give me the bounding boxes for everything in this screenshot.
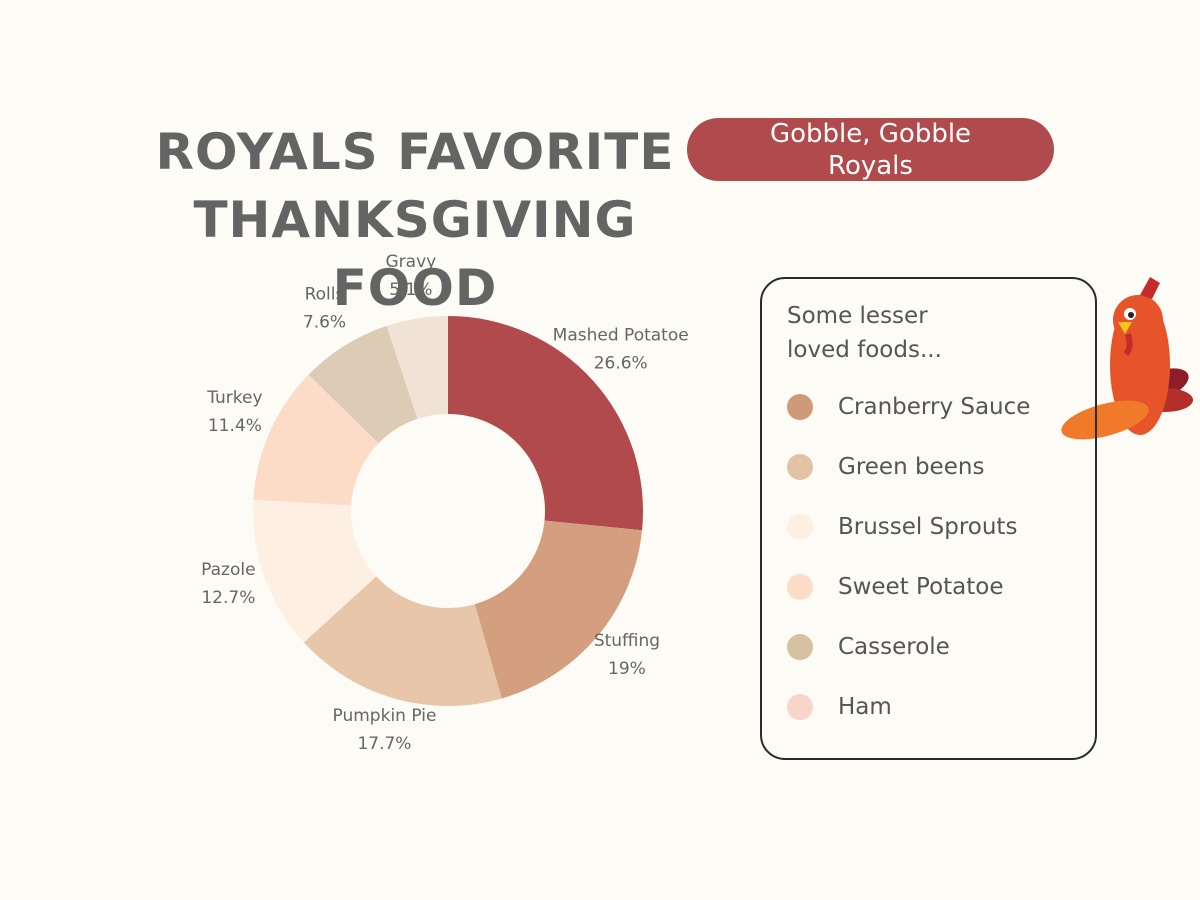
side-item-dot [787, 394, 813, 420]
side-items: Cranberry Sauce Green beens Brussel Sprout… [787, 377, 1075, 737]
side-item-label: Casserole [838, 634, 950, 660]
slice-value-label: 19% [608, 659, 646, 679]
side-item: Brussel Sprouts [787, 497, 1075, 557]
badge: Gobble, Gobble Royals [687, 118, 1054, 181]
side-item-label: Ham [838, 694, 892, 720]
side-item-dot [787, 694, 813, 720]
side-item-dot [787, 634, 813, 660]
slice-label: Pumpkin Pie [333, 706, 437, 726]
slice [448, 316, 643, 531]
slice-label: Pazole [201, 560, 255, 580]
slice-value-label: 7.6% [303, 312, 346, 332]
side-item: Sweet Potatoe [787, 557, 1075, 617]
side-item: Green beens [787, 437, 1075, 497]
side-item-label: Sweet Potatoe [838, 574, 1004, 600]
side-list-title: Some lesser loved foods... [787, 303, 942, 363]
slice-value-label: 17.7% [357, 734, 411, 754]
turkey-illustration [1061, 277, 1193, 440]
slice [253, 374, 379, 506]
side-item: Casserole [787, 617, 1075, 677]
slice [303, 576, 502, 706]
slice-value-label: 26.6% [594, 354, 648, 374]
side-item-label: Green beens [838, 454, 985, 480]
slice [474, 520, 643, 699]
slice [253, 499, 377, 643]
side-item: Cranberry Sauce [787, 377, 1075, 437]
slice-value-label: 5.1% [389, 280, 432, 300]
slice-label: Stuffing [594, 631, 660, 651]
slice-value-label: 12.7% [201, 588, 255, 608]
side-item-dot [787, 574, 813, 600]
slice-label: Gravy [386, 252, 437, 272]
side-item-label: Brussel Sprouts [838, 514, 1018, 540]
side-item: Ham [787, 677, 1075, 737]
slice-label: Turkey [206, 388, 262, 408]
slice-label: Mashed Potatoe [553, 326, 689, 346]
side-item-dot [787, 454, 813, 480]
side-item-dot [787, 514, 813, 540]
chart-title: ROYALS FAVORITE THANKSGIVING FOOD [155, 123, 675, 317]
side-item-label: Cranberry Sauce [838, 394, 1031, 420]
slice-value-label: 11.4% [208, 416, 262, 436]
slice-label: Rolls [305, 284, 345, 304]
side-list: Some lesser loved foods... Cranberry Sau… [760, 277, 1097, 760]
slice [308, 325, 418, 444]
slice [386, 316, 448, 419]
